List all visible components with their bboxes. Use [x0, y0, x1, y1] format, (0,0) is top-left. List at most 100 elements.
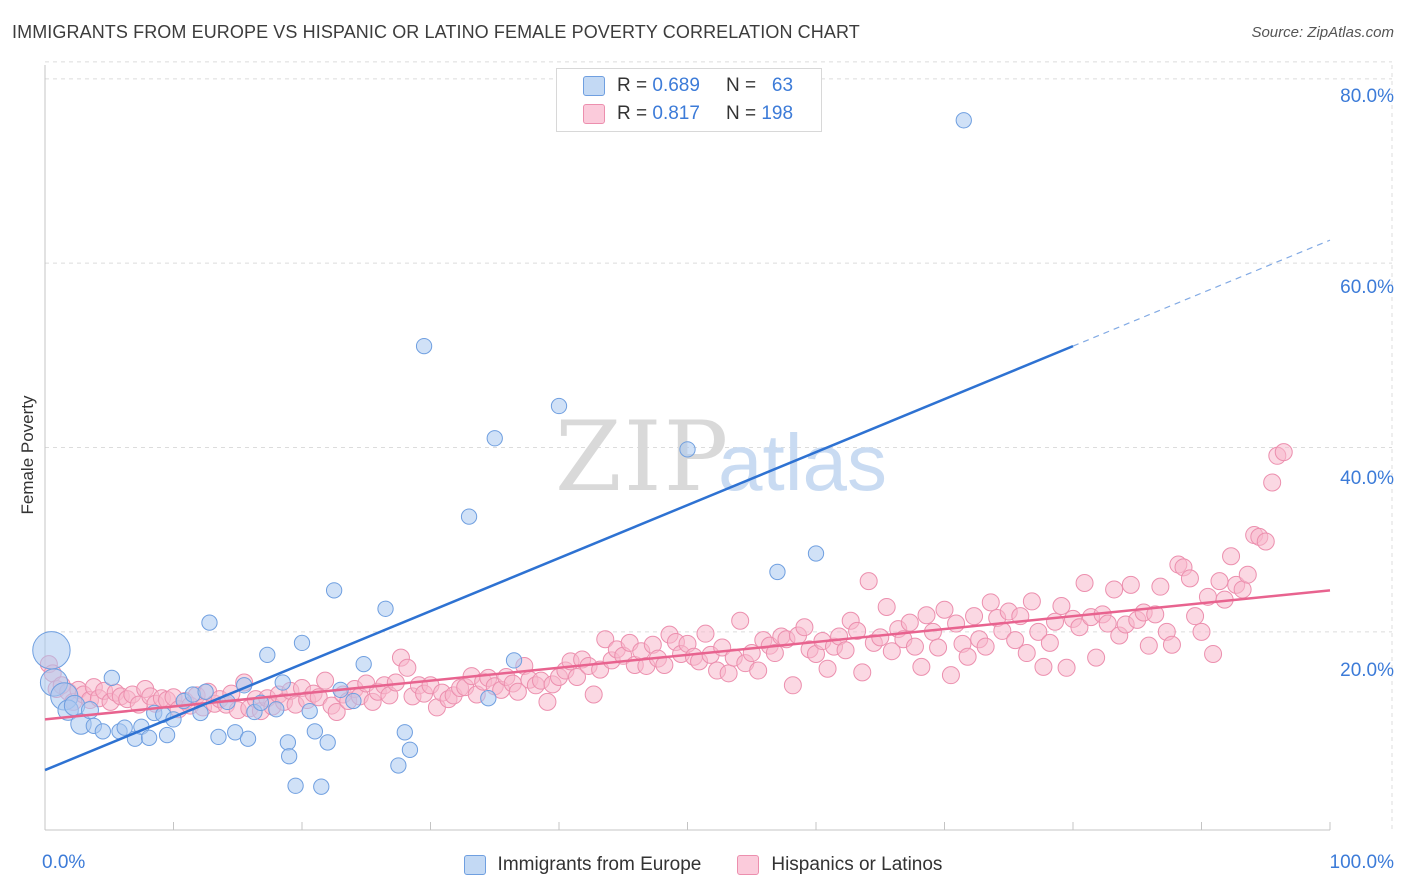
hispanics-point [749, 661, 768, 680]
europe-legend-swatch [463, 855, 486, 875]
y-tick-20: 20.0% [1340, 660, 1394, 681]
x-tick-min: 0.0% [42, 852, 86, 873]
europe-point [301, 702, 318, 720]
hispanics-point [1139, 636, 1158, 655]
stats-row-europe: R = 0.689 N = 63 [583, 73, 793, 99]
europe-point [259, 646, 276, 664]
europe-point [268, 701, 285, 718]
europe-point [486, 430, 503, 447]
hispanics-point [1040, 633, 1059, 652]
europe-point [140, 729, 158, 746]
hispanics-point [1204, 644, 1223, 663]
legend-label-hispanics: Hispanics or Latinos [771, 854, 943, 875]
y-tick-60: 60.0% [1340, 277, 1394, 298]
r-label: R = [617, 103, 648, 124]
europe-point [769, 563, 786, 581]
hispanics-point [1274, 443, 1293, 462]
europe-point [325, 582, 343, 599]
hispanics-point [327, 703, 346, 722]
hispanics-point [316, 671, 335, 690]
europe-point [396, 724, 413, 741]
hispanics-point [1151, 577, 1170, 596]
series-legend: Immigrants from Europe Hispanics or Lati… [0, 852, 1406, 878]
hispanics-point [765, 644, 784, 663]
europe-point [550, 397, 568, 415]
hispanics-point [859, 572, 878, 591]
europe-point [94, 723, 111, 740]
hispanics-point [719, 664, 738, 683]
hispanics-point [1121, 575, 1140, 594]
europe-point [210, 728, 227, 746]
hispanics-point [882, 642, 901, 661]
europe-point [377, 600, 394, 617]
source-label: Source: ZipAtlas.com [1251, 24, 1394, 41]
hispanics-point [912, 657, 931, 676]
hispanics-point [783, 676, 802, 695]
watermark: ZIP atlas [555, 401, 887, 513]
hispanics-point [1052, 597, 1071, 616]
hispanics-point [900, 613, 919, 632]
europe-point [355, 655, 372, 673]
hispanics-point [1222, 547, 1241, 566]
hispanics-point [398, 658, 417, 677]
hispanics-point [848, 621, 867, 640]
trend-lines [44, 239, 1331, 772]
hispanics-trend-line [44, 589, 1331, 721]
europe-point [279, 734, 297, 751]
hispanics-point [538, 692, 557, 711]
hispanics-point [976, 637, 995, 656]
legend-item-hispanics[interactable]: Hispanics or Latinos [737, 854, 942, 876]
europe-point [306, 723, 324, 740]
hispanics-point [1162, 635, 1181, 654]
hispanics-swatch [583, 104, 605, 124]
europe-point [116, 719, 133, 736]
hispanics-point [1046, 612, 1065, 631]
hispanics-point [1017, 644, 1036, 663]
europe-point [679, 441, 696, 458]
europe-trend-line [44, 344, 1074, 772]
y-tick-80: 80.0% [1340, 86, 1394, 107]
hispanics-point [818, 659, 837, 678]
europe-point [505, 652, 523, 669]
hispanics-point [1070, 618, 1089, 637]
europe-point [287, 777, 304, 794]
hispanics-point [853, 663, 872, 682]
legend-item-europe[interactable]: Immigrants from Europe [463, 854, 701, 876]
europe-point [293, 634, 311, 652]
stats-legend: R = 0.689 N = 63 R = 0.817 N = 198 [556, 68, 822, 132]
europe-point [227, 724, 244, 741]
hispanics-point [958, 647, 977, 666]
europe-swatch [583, 76, 605, 96]
europe-point [415, 337, 433, 355]
europe-point [103, 669, 120, 687]
hispanics-point [1006, 631, 1025, 650]
europe-trend-extension [1072, 239, 1331, 347]
hispanics-point [1263, 473, 1282, 492]
europe-point [197, 683, 214, 700]
hispanics-point [1186, 607, 1205, 626]
europe-point [955, 112, 972, 129]
europe-point [480, 690, 497, 707]
chart-title: IMMIGRANTS FROM EUROPE VS HISPANIC OR LA… [12, 22, 860, 42]
hispanics-point [1238, 565, 1257, 584]
hispanics-point [1057, 658, 1076, 677]
hispanics-point [1192, 622, 1211, 641]
hispanics-point [917, 606, 936, 625]
hispanics-point [965, 607, 984, 626]
hispanics-point [935, 600, 954, 619]
watermark-zip: ZIP [555, 401, 730, 513]
hispanics-point [1210, 572, 1229, 591]
n-label: N = [725, 75, 757, 96]
n-value: 63 [771, 75, 794, 96]
hispanics-point [929, 638, 948, 657]
europe-point [281, 748, 298, 765]
hispanics-point [795, 618, 814, 637]
europe-point [319, 734, 336, 751]
hispanics-point [584, 685, 603, 704]
stats-row-hispanics: R = 0.817 N = 198 [583, 101, 793, 127]
hispanics-point [596, 630, 615, 649]
hispanics-point [1146, 605, 1165, 624]
europe-point [390, 757, 407, 774]
x-tick-max: 100.0% [1329, 852, 1394, 873]
hispanics-point [731, 611, 750, 630]
